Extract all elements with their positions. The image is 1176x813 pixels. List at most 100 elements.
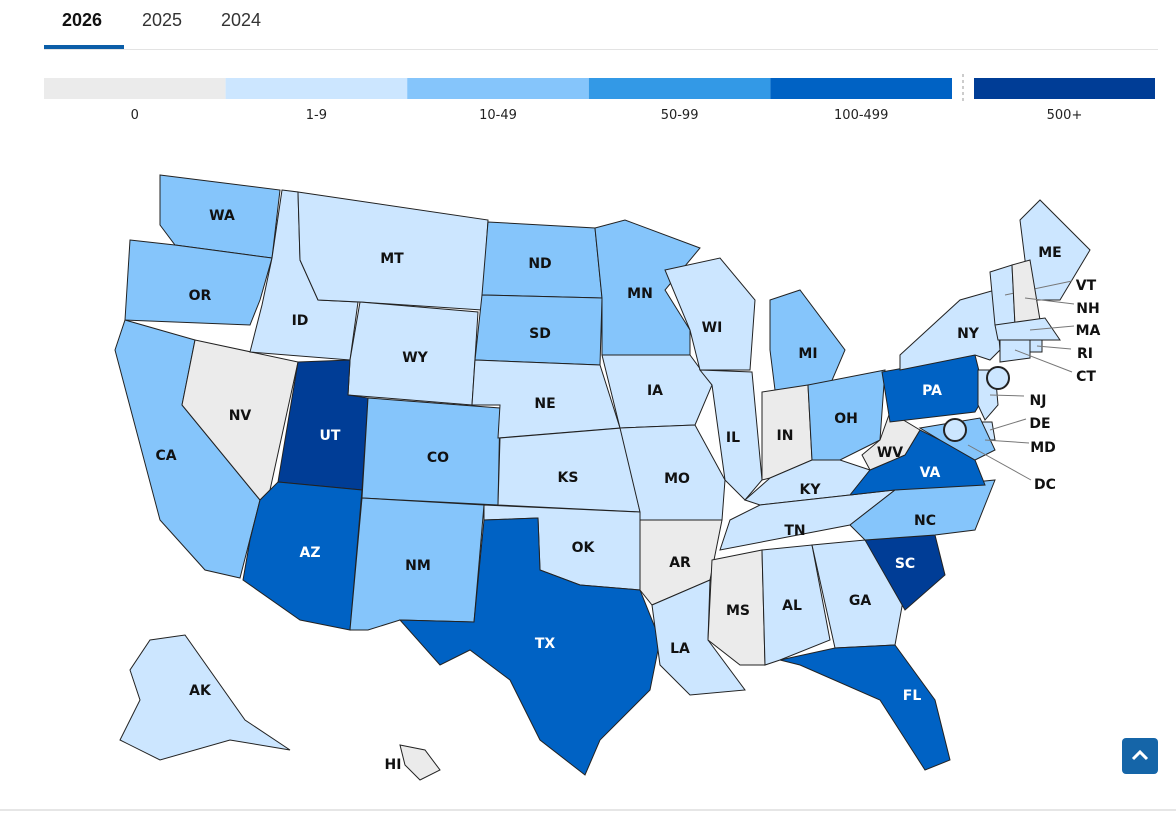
leader-line [1014, 349, 1073, 373]
state [707, 549, 766, 666]
state-label: OH [834, 411, 858, 427]
legend-swatch [407, 78, 589, 99]
leader-line [984, 439, 1030, 444]
state-label: LA [670, 641, 690, 657]
state-label: CT [1076, 369, 1096, 385]
state [899, 289, 1001, 371]
state-label: SC [895, 556, 915, 572]
state [761, 544, 831, 666]
state-label: AL [782, 598, 802, 614]
state-label: VA [920, 465, 941, 481]
state-label: VT [1076, 278, 1097, 294]
state-label: NE [534, 396, 555, 412]
state-label: ND [528, 256, 551, 272]
legend-swatch [974, 78, 1155, 99]
state-label: CA [155, 448, 176, 464]
state-label: TX [535, 636, 556, 652]
state-label: NV [229, 408, 252, 424]
state-label: WI [702, 320, 723, 336]
state-label: MT [380, 251, 404, 267]
state-label: MN [627, 286, 653, 302]
state-label: HI [385, 757, 402, 773]
state-label: NM [405, 558, 431, 574]
legend-label: 50-99 [661, 108, 699, 123]
state-label: RI [1077, 346, 1093, 362]
state-label: MA [1076, 323, 1101, 339]
state-label: WY [402, 350, 428, 366]
state [347, 301, 479, 406]
leader-line [1036, 345, 1072, 350]
year-tab[interactable]: 2026 [62, 10, 103, 30]
state-label: WA [209, 208, 235, 224]
state [601, 354, 713, 429]
legend-label: 500+ [1047, 108, 1083, 123]
state-label: PA [922, 383, 942, 399]
leader-line [967, 444, 1032, 481]
legend-swatch [770, 78, 952, 99]
state [861, 411, 921, 471]
state-label: OR [189, 288, 212, 304]
state-label: OK [572, 540, 596, 556]
small-state-marker [943, 418, 967, 442]
state-label: IA [647, 383, 663, 399]
state-label: AZ [300, 545, 321, 561]
scroll-top-button[interactable] [1122, 738, 1158, 774]
state-label: KY [800, 482, 822, 498]
state-label: DC [1034, 477, 1056, 493]
state [651, 579, 746, 696]
state [398, 517, 661, 776]
legend-swatch [225, 78, 408, 99]
leader-line [1029, 325, 1075, 331]
legend-label: 1-9 [306, 108, 327, 123]
state-label: CO [427, 450, 449, 466]
leader-line [1024, 297, 1075, 305]
year-tab[interactable]: 2024 [221, 10, 262, 30]
state [994, 317, 1061, 341]
chevron-icon [1131, 749, 1149, 761]
state [769, 289, 846, 391]
state [471, 359, 621, 439]
state-label: MS [726, 603, 750, 619]
divider [44, 49, 1158, 50]
state-label: AK [189, 683, 212, 699]
legend-swatch [588, 78, 771, 99]
state-label: DE [1029, 416, 1050, 432]
state-label: MI [798, 346, 817, 362]
state-label: AR [669, 555, 691, 571]
state-label: FL [903, 688, 922, 704]
state-label: NC [914, 513, 936, 529]
state-label: NJ [1030, 393, 1047, 409]
state-label: ME [1038, 245, 1062, 261]
state [999, 339, 1031, 363]
state-label: NY [957, 326, 980, 342]
state-label: NH [1076, 301, 1099, 317]
state [807, 369, 886, 461]
state-label: ID [292, 313, 309, 329]
leader-line [989, 394, 1025, 397]
state-label: MO [664, 471, 690, 487]
state-label: SD [529, 326, 551, 342]
state-label: TN [784, 523, 805, 539]
state-label: IN [777, 428, 794, 444]
year-tab[interactable]: 2025 [142, 10, 183, 30]
tab-underline [44, 45, 124, 49]
state-label: UT [320, 428, 341, 444]
state-label: GA [849, 593, 871, 609]
state [664, 257, 756, 371]
legend-label: 100-499 [834, 108, 888, 123]
state [242, 481, 363, 631]
leader-line [989, 418, 1027, 431]
state [399, 744, 441, 781]
state-label: MD [1030, 440, 1056, 456]
legend-swatch [44, 78, 226, 99]
legend-label: 10-49 [479, 108, 517, 123]
state-label: KS [558, 470, 579, 486]
legend-label: 0 [131, 108, 139, 123]
divider [0, 809, 1176, 811]
state-label: IL [726, 430, 740, 446]
state [119, 634, 291, 761]
state [989, 264, 1016, 326]
small-state-marker [986, 366, 1010, 390]
